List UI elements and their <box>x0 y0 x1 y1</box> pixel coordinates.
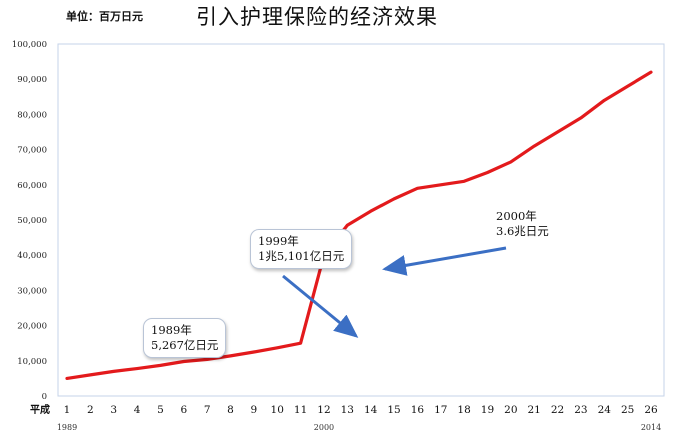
x-tick-label: 24 <box>598 404 612 416</box>
data-point <box>276 346 279 349</box>
y-tick-label: 70,000 <box>17 146 47 156</box>
x-tick-label: 9 <box>251 404 258 416</box>
data-point <box>112 370 115 373</box>
x-tick-label: 26 <box>644 404 658 416</box>
x-tick-label: 15 <box>387 404 400 416</box>
plot-frame <box>57 43 665 397</box>
chart-title: 引入护理保险的经济效果 <box>196 5 438 29</box>
x-tick-label: 3 <box>110 404 117 416</box>
year-tick-label: 1989 <box>57 423 77 432</box>
y-tick-label: 30,000 <box>17 286 47 296</box>
callout-1999-value: 1兆5,101亿日元 <box>258 249 345 263</box>
y-tick-label: 60,000 <box>17 181 47 191</box>
year-tick-label: 2014 <box>641 423 661 432</box>
y-tick-label: 0 <box>42 392 47 402</box>
data-point <box>135 367 139 370</box>
pointer-arrow-1999 <box>282 274 359 338</box>
unit-label: 单位：百万日元 <box>66 10 143 23</box>
x-tick-label: 5 <box>157 404 164 416</box>
data-point <box>89 373 92 377</box>
x-tick-label: 14 <box>364 404 378 416</box>
data-point <box>65 377 69 380</box>
callout-1999: 1999年 1兆5,101亿日元 <box>250 229 353 269</box>
y-tick-label: 80,000 <box>17 110 47 120</box>
series-line <box>65 70 653 380</box>
x-tick-label: 19 <box>481 404 494 416</box>
data-point <box>556 130 559 134</box>
x-axis-label: 平成 <box>30 403 50 416</box>
y-tick-label: 100,000 <box>12 40 47 50</box>
data-point <box>182 360 185 363</box>
x-tick-label: 13 <box>341 404 354 416</box>
x-tick-label: 18 <box>457 404 470 416</box>
x-tick-label: 25 <box>621 404 634 416</box>
x-tick-label: 12 <box>317 404 330 416</box>
note-2000-year: 2000年 <box>496 209 537 223</box>
x-tick-label: 4 <box>134 404 141 416</box>
data-point <box>533 144 536 148</box>
y-tick-label: 10,000 <box>17 357 47 367</box>
data-point <box>603 99 606 102</box>
x-tick-label: 7 <box>204 404 211 416</box>
data-point <box>252 350 256 354</box>
data-point <box>486 171 489 174</box>
data-point <box>509 160 513 164</box>
y-axis: 0 10,000 20,000 30,000 40,000 50,000 60,000 70,… <box>12 40 47 402</box>
pointer-arrow-2000 <box>382 246 507 276</box>
x-tick-label: 21 <box>528 404 541 416</box>
y-tick-label: 40,000 <box>17 251 47 261</box>
x-tick-label: 17 <box>434 404 447 416</box>
x-tick-label: 6 <box>180 404 187 416</box>
y-tick-label: 90,000 <box>17 75 47 85</box>
x-tick-label: 8 <box>227 404 234 416</box>
note-2000-value: 3.6兆日元 <box>496 224 549 238</box>
data-point <box>159 364 162 367</box>
data-point <box>626 85 629 88</box>
x-tick-label: 10 <box>271 404 284 416</box>
data-point <box>439 183 442 186</box>
data-point <box>649 70 653 74</box>
x-axis: 1 2 3 4 5 6 7 8 9 10 11 12 13 14 15 16 17 18 19 20 21 22 23 24 2… <box>57 404 661 432</box>
callout-1999-year: 1999年 <box>258 234 299 248</box>
x-tick-label: 22 <box>551 404 564 416</box>
x-tick-label: 2 <box>87 404 94 416</box>
data-point <box>229 354 232 358</box>
callout-1989-value: 5,267亿日元 <box>151 338 219 352</box>
data-point <box>205 358 209 361</box>
data-point <box>416 187 419 190</box>
y-tick-label: 50,000 <box>17 216 47 226</box>
data-point <box>579 116 583 120</box>
data-point <box>369 210 372 213</box>
note-2000: 2000年 3.6兆日元 <box>496 209 549 239</box>
callout-1989-year: 1989年 <box>151 323 192 337</box>
data-point <box>462 180 466 183</box>
y-tick-label: 20,000 <box>17 322 47 332</box>
data-point <box>392 197 396 201</box>
data-point <box>346 224 349 227</box>
year-tick-label: 2000 <box>314 423 334 432</box>
x-tick-label: 16 <box>411 404 425 416</box>
x-tick-label: 20 <box>504 404 517 416</box>
series-lines <box>65 70 653 380</box>
x-tick-label: 11 <box>294 404 307 416</box>
callout-1989: 1989年 5,267亿日元 <box>143 318 227 358</box>
data-point <box>299 342 302 345</box>
x-tick-label: 1 <box>64 404 71 416</box>
x-tick-label: 23 <box>574 404 587 416</box>
